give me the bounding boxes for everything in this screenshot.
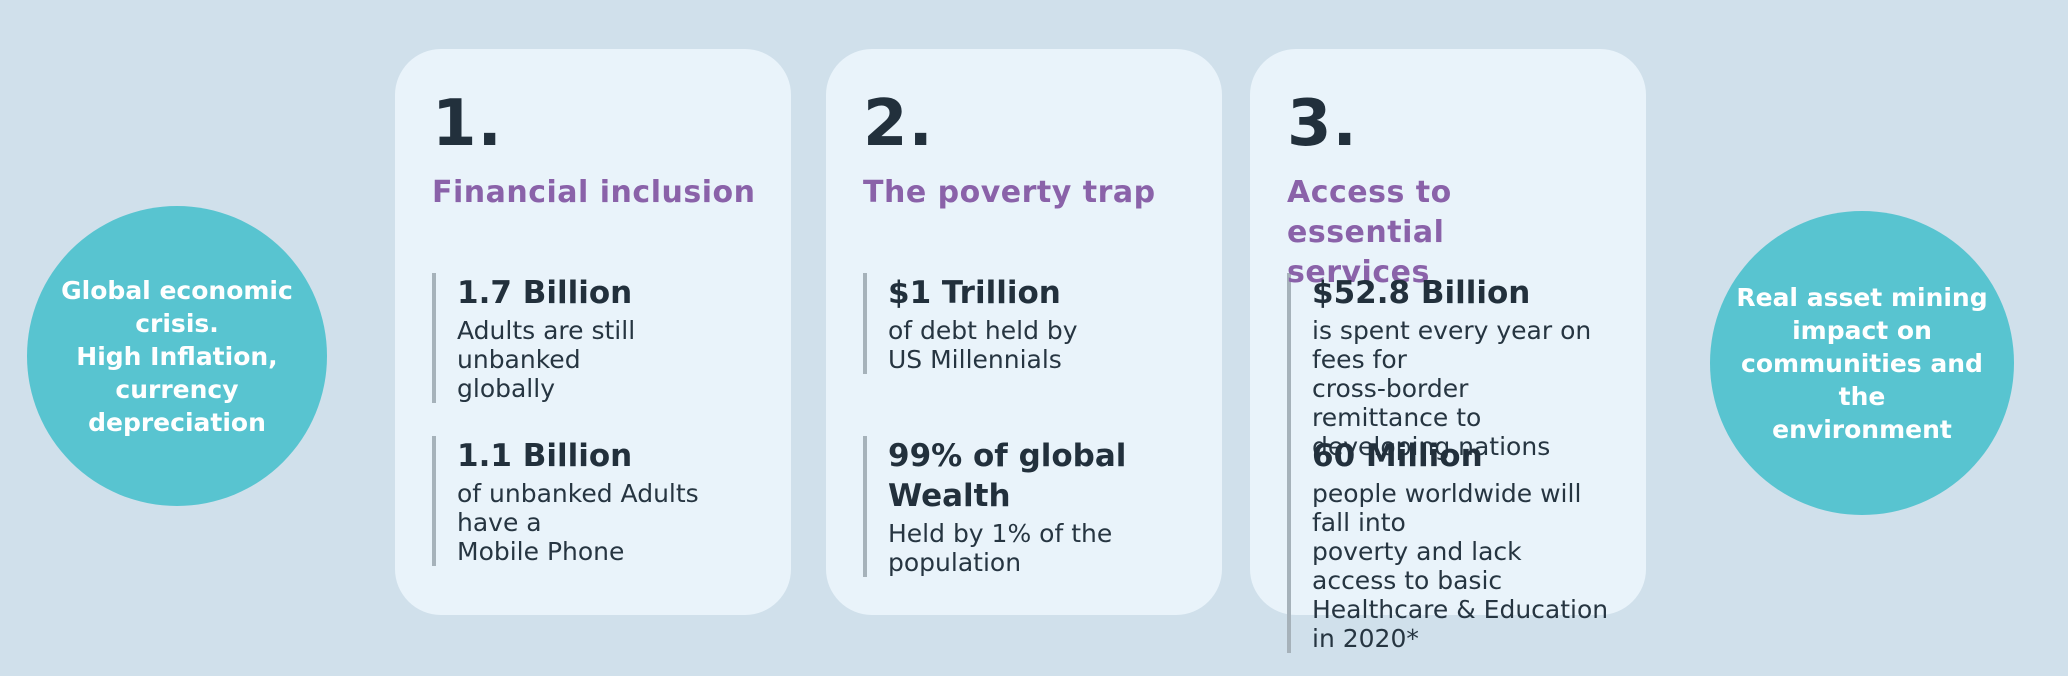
stat-description: of unbanked Adults have a Mobile Phone (457, 479, 699, 566)
stat-accent-bar: $1 Trillion of debt held by US Millennia… (863, 273, 1188, 374)
stat-value: 1.7 Billion (457, 275, 633, 311)
stat-value: $52.8 Billion (1312, 275, 1531, 311)
stat-description: Held by 1% of the population (888, 519, 1113, 577)
stat-block: $52.8 Billion is spent every year on fee… (1287, 273, 1612, 461)
card-number: 3. (1287, 87, 1358, 161)
left-bubble-text: Global economic crisis. High Inflation, … (61, 275, 293, 437)
card-access-essential-services: 3. Access to essential services $52.8 Bi… (1250, 49, 1646, 653)
stat-value: 99% of global Wealth (888, 438, 1127, 514)
card-heading: The poverty trap (863, 175, 1156, 210)
stat-accent-bar: 1.1 Billion of unbanked Adults have a Mo… (432, 436, 757, 566)
stat-block: 1.7 Billion Adults are still unbanked gl… (432, 273, 757, 428)
right-bubble-text: Real asset mining impact on communities … (1736, 282, 1988, 444)
stat-description: is spent every year on fees for cross-bo… (1312, 316, 1592, 461)
stat-block: 1.1 Billion of unbanked Adults have a Mo… (432, 436, 757, 566)
stat-value: $1 Trillion (888, 275, 1061, 311)
stat-accent-bar: 60 Million people worldwide will fall in… (1287, 436, 1612, 653)
card-number: 2. (863, 87, 934, 161)
stat-accent-bar: 99% of global Wealth Held by 1% of the p… (863, 436, 1188, 577)
card-heading: Access to essential services (1287, 175, 1452, 290)
card-poverty-trap: 2. The poverty trap $1 Trillion of debt … (826, 49, 1222, 615)
card-number: 1. (432, 87, 503, 161)
stat-value: 1.1 Billion (457, 438, 633, 474)
stat-accent-bar: 1.7 Billion Adults are still unbanked gl… (432, 273, 757, 403)
stat-description: Adults are still unbanked globally (457, 316, 636, 403)
left-context-bubble: Global economic crisis. High Inflation, … (27, 206, 327, 506)
stat-block: $1 Trillion of debt held by US Millennia… (863, 273, 1188, 428)
card-heading: Financial inclusion (432, 175, 756, 210)
stat-value: 60 Million (1312, 438, 1483, 474)
stat-block: 60 Million people worldwide will fall in… (1287, 436, 1612, 653)
stat-description: of debt held by US Millennials (888, 316, 1078, 374)
stat-block: 99% of global Wealth Held by 1% of the p… (863, 436, 1188, 577)
card-financial-inclusion: 1. Financial inclusion 1.7 Billion Adult… (395, 49, 791, 615)
right-context-bubble: Real asset mining impact on communities … (1710, 211, 2014, 515)
stat-accent-bar: $52.8 Billion is spent every year on fee… (1287, 273, 1612, 461)
stat-description: people worldwide will fall into poverty … (1312, 479, 1609, 653)
